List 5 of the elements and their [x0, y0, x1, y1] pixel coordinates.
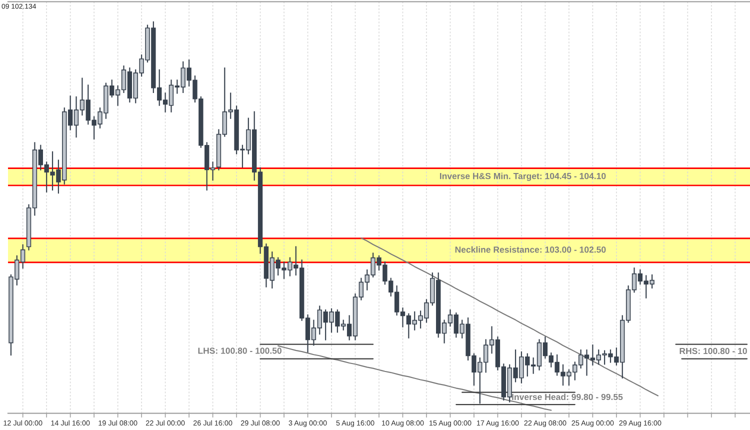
annotation: LHS: 100.80 - 100.50	[198, 348, 282, 354]
annotation: RHS: 100.80 - 10	[680, 348, 747, 354]
band-label: Inverse H&S Min. Target: 104.45 - 104.10	[440, 172, 606, 181]
band-label: Neckline Resistance: 103.00 - 102.50	[455, 246, 606, 253]
annotation: Inverse Head: 99.80 - 99.55	[512, 394, 623, 400]
